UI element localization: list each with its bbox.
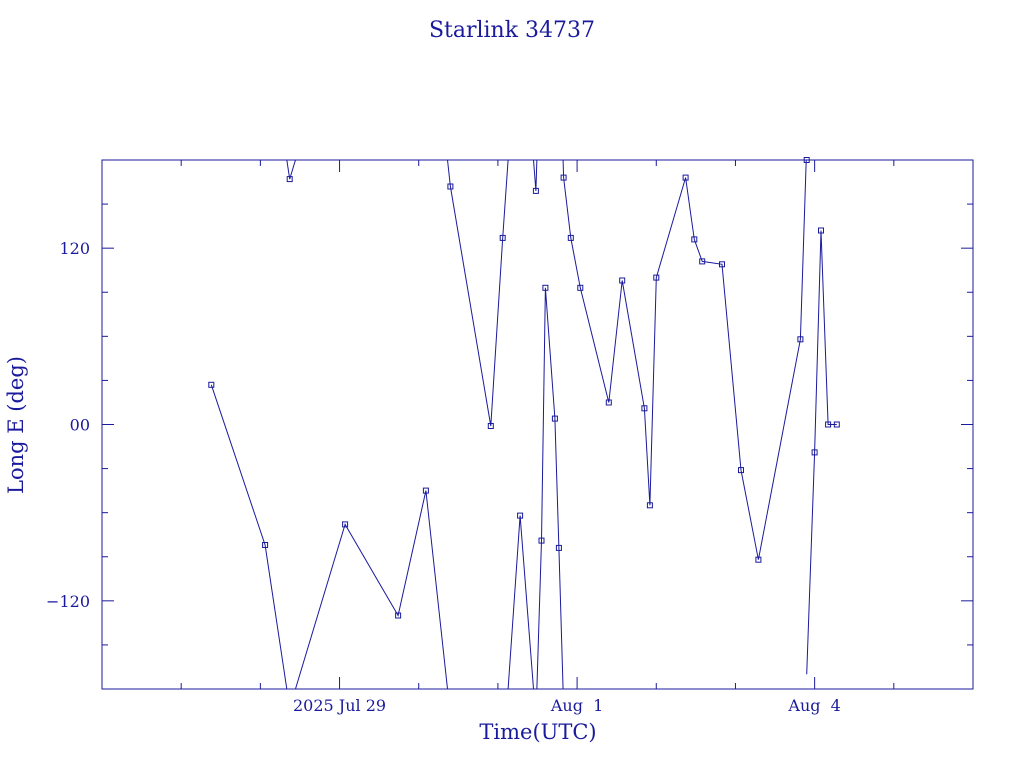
data-point: [797, 336, 804, 343]
data-point: [560, 174, 567, 181]
data-point: [818, 227, 824, 234]
data-point: [653, 274, 660, 281]
data-point: [286, 176, 293, 183]
data-point: [825, 421, 832, 428]
data-point: [605, 399, 612, 406]
data-point: [208, 381, 215, 388]
data-point: [833, 421, 840, 428]
data-point: [538, 537, 545, 544]
data-points: [208, 157, 840, 619]
data-point: [542, 284, 549, 291]
plot-frame: [101, 159, 974, 690]
data-point: [532, 187, 539, 194]
data-point: [422, 487, 429, 494]
data-point: [577, 284, 584, 291]
data-point: [555, 544, 562, 551]
y-axis-label: Long E (deg): [4, 356, 28, 494]
data-point: [719, 261, 725, 268]
x-tick-label: Aug 4: [787, 696, 840, 715]
data-point: [551, 415, 558, 422]
series-line-layer: [210, 160, 837, 689]
data-point: [699, 258, 706, 265]
data-point: [567, 234, 574, 241]
data-point: [342, 521, 349, 528]
data-point: [811, 449, 818, 456]
data-point: [682, 174, 689, 181]
tick-labels: 2025 Jul 29 Aug 1 Aug 4 −120 00 120: [46, 239, 841, 715]
axis-ticks: [101, 159, 974, 690]
x-tick-label: Aug 1: [550, 696, 603, 715]
data-point: [738, 467, 744, 474]
data-point: [499, 234, 506, 241]
data-point: [691, 236, 698, 243]
series-line: [210, 160, 837, 689]
chart-title: Starlink 34737: [429, 18, 595, 43]
y-tick-label: 120: [59, 239, 90, 258]
data-point: [755, 556, 762, 563]
data-point: [517, 512, 524, 519]
x-axis-label: Time(UTC): [479, 720, 596, 744]
data-point: [487, 423, 494, 429]
data-point: [262, 542, 269, 548]
data-point: [619, 277, 626, 284]
x-tick-label: 2025 Jul 29: [293, 696, 386, 715]
data-point: [395, 612, 402, 619]
y-tick-label: −120: [46, 592, 90, 611]
data-point: [646, 502, 653, 509]
data-point: [447, 183, 454, 190]
data-point: [641, 405, 648, 412]
y-tick-label: 00: [70, 416, 90, 435]
